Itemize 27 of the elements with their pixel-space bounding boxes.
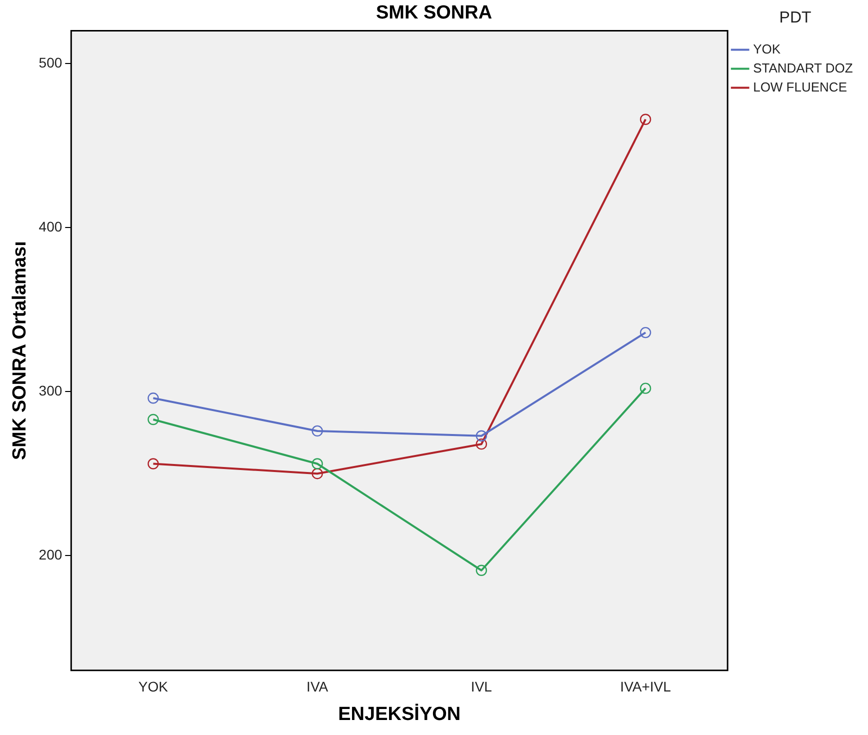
x-axis-title: ENJEKSİYON [338, 702, 461, 725]
x-tick-label: YOK [138, 678, 169, 695]
x-tick-label: IVA [306, 678, 329, 695]
chart-title: SMK SONRA [376, 2, 492, 24]
point [148, 414, 159, 426]
legend-label: LOW FLUENCE [753, 79, 848, 94]
legend-label: STANDART DOZ [753, 60, 853, 76]
point [312, 458, 323, 470]
y-tick-label: 500 [38, 54, 62, 70]
legend-label: YOK [753, 41, 781, 56]
point [312, 468, 323, 480]
point [476, 430, 488, 442]
x-tick-label: IVA+IVL [620, 678, 672, 695]
point [148, 458, 159, 470]
point [476, 438, 488, 450]
point [312, 425, 323, 437]
point [640, 326, 652, 338]
x-tick-label: IVL [470, 678, 492, 695]
point [476, 564, 488, 576]
point [640, 382, 652, 394]
y-tick-label: 200 [38, 546, 62, 562]
y-tick-label: 400 [38, 218, 62, 234]
legend-title: PDT [779, 9, 812, 26]
y-axis-title: SMK SONRA Ortalaması [10, 241, 31, 460]
point [148, 392, 159, 404]
y-tick-label: 300 [38, 382, 62, 398]
point [640, 114, 652, 125]
